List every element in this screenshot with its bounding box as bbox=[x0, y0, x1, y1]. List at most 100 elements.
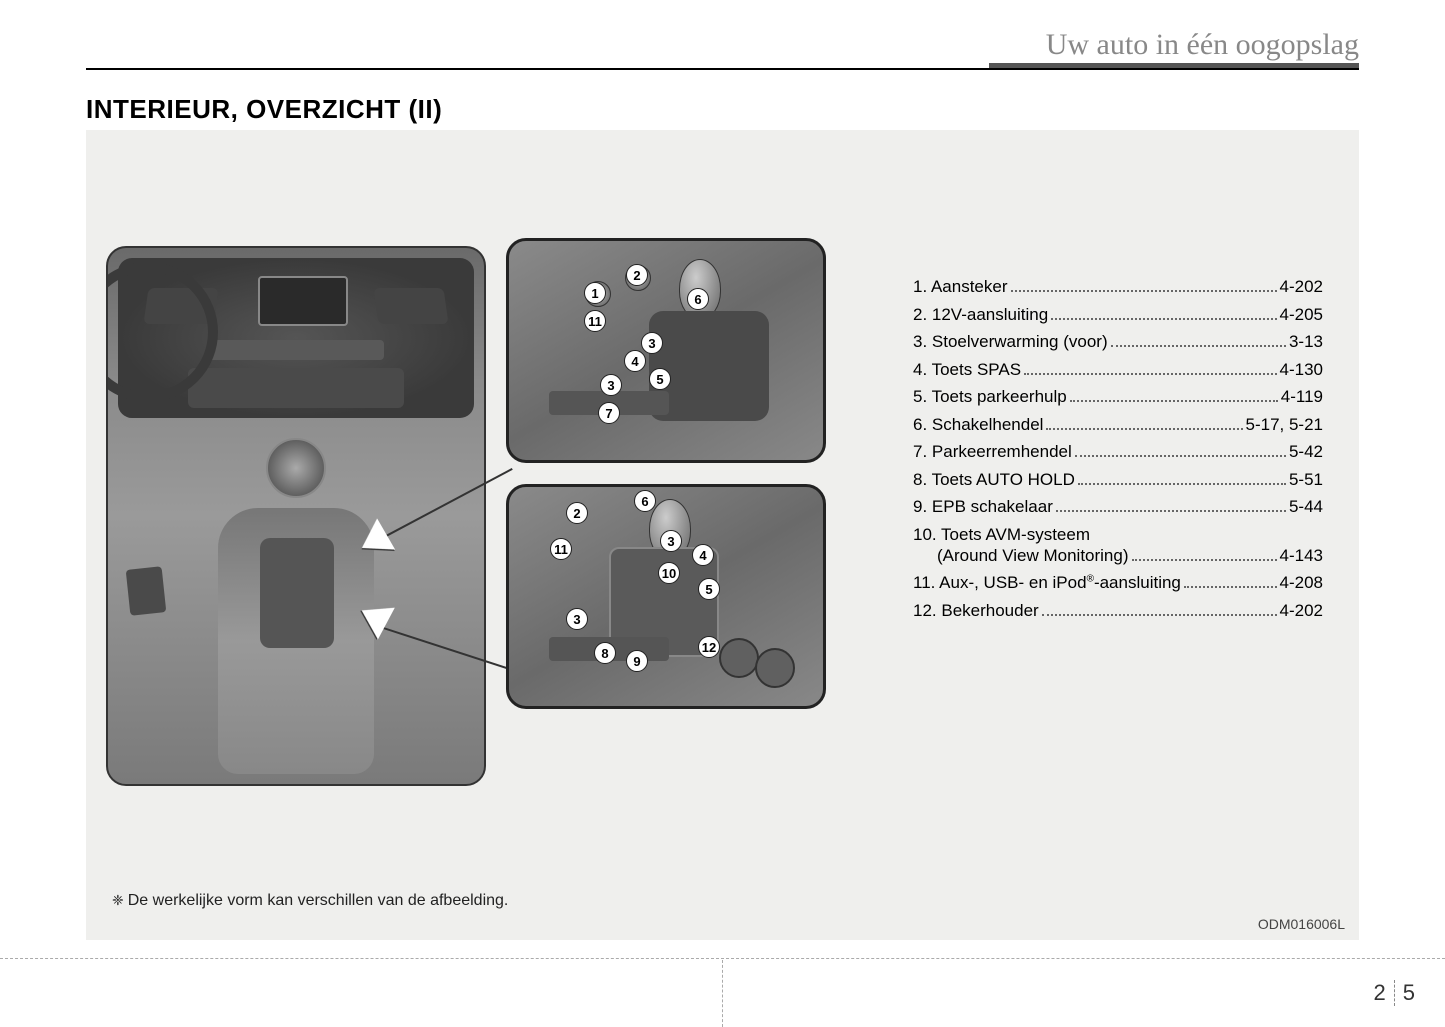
reference-page: 4-202 bbox=[1280, 602, 1323, 619]
reference-page: 4-130 bbox=[1280, 361, 1323, 378]
footnote-marker-icon: ❈ bbox=[112, 892, 124, 908]
callout-number: 9 bbox=[626, 650, 648, 672]
reference-label: 8. Toets AUTO HOLD bbox=[913, 471, 1075, 488]
reference-label: 7. Parkeerremhendel bbox=[913, 443, 1072, 460]
reference-page: 5-17, 5-21 bbox=[1246, 416, 1324, 433]
callout-number: 6 bbox=[634, 490, 656, 512]
reference-item: 4. Toets SPAS 4-130 bbox=[913, 361, 1323, 378]
leader-dots bbox=[1024, 373, 1276, 375]
dashboard-illustration bbox=[106, 246, 486, 786]
leader-dots bbox=[1184, 586, 1277, 588]
reference-label: 1. Aansteker bbox=[913, 278, 1008, 295]
reference-page: 3-13 bbox=[1289, 333, 1323, 350]
center-tunnel-icon bbox=[218, 508, 374, 774]
cupholder-icon bbox=[719, 638, 759, 678]
leader-dots bbox=[1046, 428, 1242, 430]
reference-item: 1. Aansteker 4-202 bbox=[913, 278, 1323, 295]
page-number: 2 5 bbox=[1374, 980, 1416, 1006]
callout-number: 11 bbox=[584, 310, 606, 332]
callout-number: 3 bbox=[641, 332, 663, 354]
reference-item: 2. 12V-aansluiting 4-205 bbox=[913, 306, 1323, 323]
content-panel: 1 2 6 11 3 4 5 3 7 2 6 11 3 4 10 5 3 8 9… bbox=[86, 130, 1359, 940]
callout-number: 3 bbox=[566, 608, 588, 630]
reference-page: 4-205 bbox=[1280, 306, 1323, 323]
reference-page: 5-42 bbox=[1289, 443, 1323, 460]
registered-mark: ® bbox=[1087, 573, 1094, 584]
callout-number: 5 bbox=[698, 578, 720, 600]
reference-label: 4. Toets SPAS bbox=[913, 361, 1021, 378]
cupholder-icon bbox=[755, 648, 795, 688]
leader-dots bbox=[1075, 455, 1286, 457]
reference-item: 6. Schakelhendel 5-17, 5-21 bbox=[913, 416, 1323, 433]
leader-dots bbox=[1011, 290, 1277, 292]
callout-number: 4 bbox=[692, 544, 714, 566]
reference-label: 2. 12V-aansluiting bbox=[913, 306, 1048, 323]
crop-mark bbox=[0, 958, 1445, 959]
footnote: ❈De werkelijke vorm kan verschillen van … bbox=[112, 892, 508, 910]
footnote-text: De werkelijke vorm kan verschillen van d… bbox=[128, 892, 509, 909]
reference-item: 12. Bekerhouder 4-202 bbox=[913, 602, 1323, 619]
reference-list: 1. Aansteker 4-202 2. 12V-aansluiting 4-205… bbox=[913, 278, 1323, 629]
reference-label: (Around View Monitoring) bbox=[937, 547, 1129, 564]
callout-number: 5 bbox=[649, 368, 671, 390]
callout-number: 1 bbox=[584, 282, 606, 304]
infotainment-screen-icon bbox=[258, 276, 348, 326]
inset-manual-transmission bbox=[506, 238, 826, 463]
leader-dots bbox=[1051, 318, 1276, 320]
reference-item: 3. Stoelverwarming (voor) 3-13 bbox=[913, 333, 1323, 350]
reference-item: 5. Toets parkeerhulp 4-119 bbox=[913, 388, 1323, 405]
leader-dots bbox=[1056, 510, 1286, 512]
leader-dots bbox=[1042, 614, 1277, 616]
vent-right-icon bbox=[373, 288, 448, 324]
callout-number: 4 bbox=[624, 350, 646, 372]
reference-item: 10. Toets AVM-systeem (Around View Monito… bbox=[913, 526, 1323, 564]
image-reference-code: ODM016006L bbox=[1258, 916, 1345, 932]
interior-diagram: 1 2 6 11 3 4 5 3 7 2 6 11 3 4 10 5 3 8 9… bbox=[106, 238, 826, 838]
callout-number: 2 bbox=[626, 264, 648, 286]
callout-number: 11 bbox=[550, 538, 572, 560]
reference-page: 4-143 bbox=[1280, 547, 1323, 564]
reference-item: 8. Toets AUTO HOLD 5-51 bbox=[913, 471, 1323, 488]
callout-number: 3 bbox=[600, 374, 622, 396]
reference-page: 4-208 bbox=[1280, 574, 1323, 591]
crop-mark bbox=[722, 960, 723, 1027]
callout-number: 7 bbox=[598, 402, 620, 424]
callout-number: 3 bbox=[660, 530, 682, 552]
pedal-icon bbox=[126, 566, 167, 616]
callout-number: 2 bbox=[566, 502, 588, 524]
callout-number: 12 bbox=[698, 636, 720, 658]
page-title: INTERIEUR, OVERZICHT (II) bbox=[86, 94, 442, 125]
reference-label: 3. Stoelverwarming (voor) bbox=[913, 333, 1108, 350]
reference-page: 4-202 bbox=[1280, 278, 1323, 295]
reference-item: 11. Aux-, USB- en iPod®-aansluiting 4-208 bbox=[913, 574, 1323, 591]
chapter-number: 2 bbox=[1374, 980, 1386, 1006]
manual-page: Uw auto in één oogopslag INTERIEUR, OVER… bbox=[0, 0, 1445, 1026]
callout-number: 8 bbox=[594, 642, 616, 664]
reference-label: 9. EPB schakelaar bbox=[913, 498, 1053, 515]
header-rule bbox=[86, 68, 1359, 70]
climate-dial-icon bbox=[266, 438, 326, 498]
reference-item: 9. EPB schakelaar 5-44 bbox=[913, 498, 1323, 515]
leader-dots bbox=[1132, 559, 1277, 561]
reference-label: 6. Schakelhendel bbox=[913, 416, 1043, 433]
reference-label: 12. Bekerhouder bbox=[913, 602, 1039, 619]
control-row-icon bbox=[208, 340, 384, 360]
inset-auto-transmission bbox=[506, 484, 826, 709]
leader-dots bbox=[1078, 483, 1286, 485]
reference-item: 7. Parkeerremhendel 5-42 bbox=[913, 443, 1323, 460]
reference-page: 5-51 bbox=[1289, 471, 1323, 488]
reference-page: 4-119 bbox=[1281, 388, 1323, 405]
header-section-title: Uw auto in één oogopslag bbox=[1046, 28, 1359, 62]
cupholder-group bbox=[719, 638, 799, 688]
button-row-icon bbox=[188, 368, 404, 408]
callout-number: 10 bbox=[658, 562, 680, 584]
reference-page: 5-44 bbox=[1289, 498, 1323, 515]
reference-label: 10. Toets AVM-systeem bbox=[913, 526, 1323, 543]
page-divider-icon bbox=[1394, 980, 1395, 1006]
leader-dots bbox=[1111, 345, 1286, 347]
reference-label: 11. Aux-, USB- en iPod®-aansluiting bbox=[913, 574, 1181, 591]
shifter-base-icon bbox=[260, 538, 334, 648]
reference-label: 5. Toets parkeerhulp bbox=[913, 388, 1067, 405]
page-number-value: 5 bbox=[1403, 980, 1415, 1006]
callout-number: 6 bbox=[687, 288, 709, 310]
